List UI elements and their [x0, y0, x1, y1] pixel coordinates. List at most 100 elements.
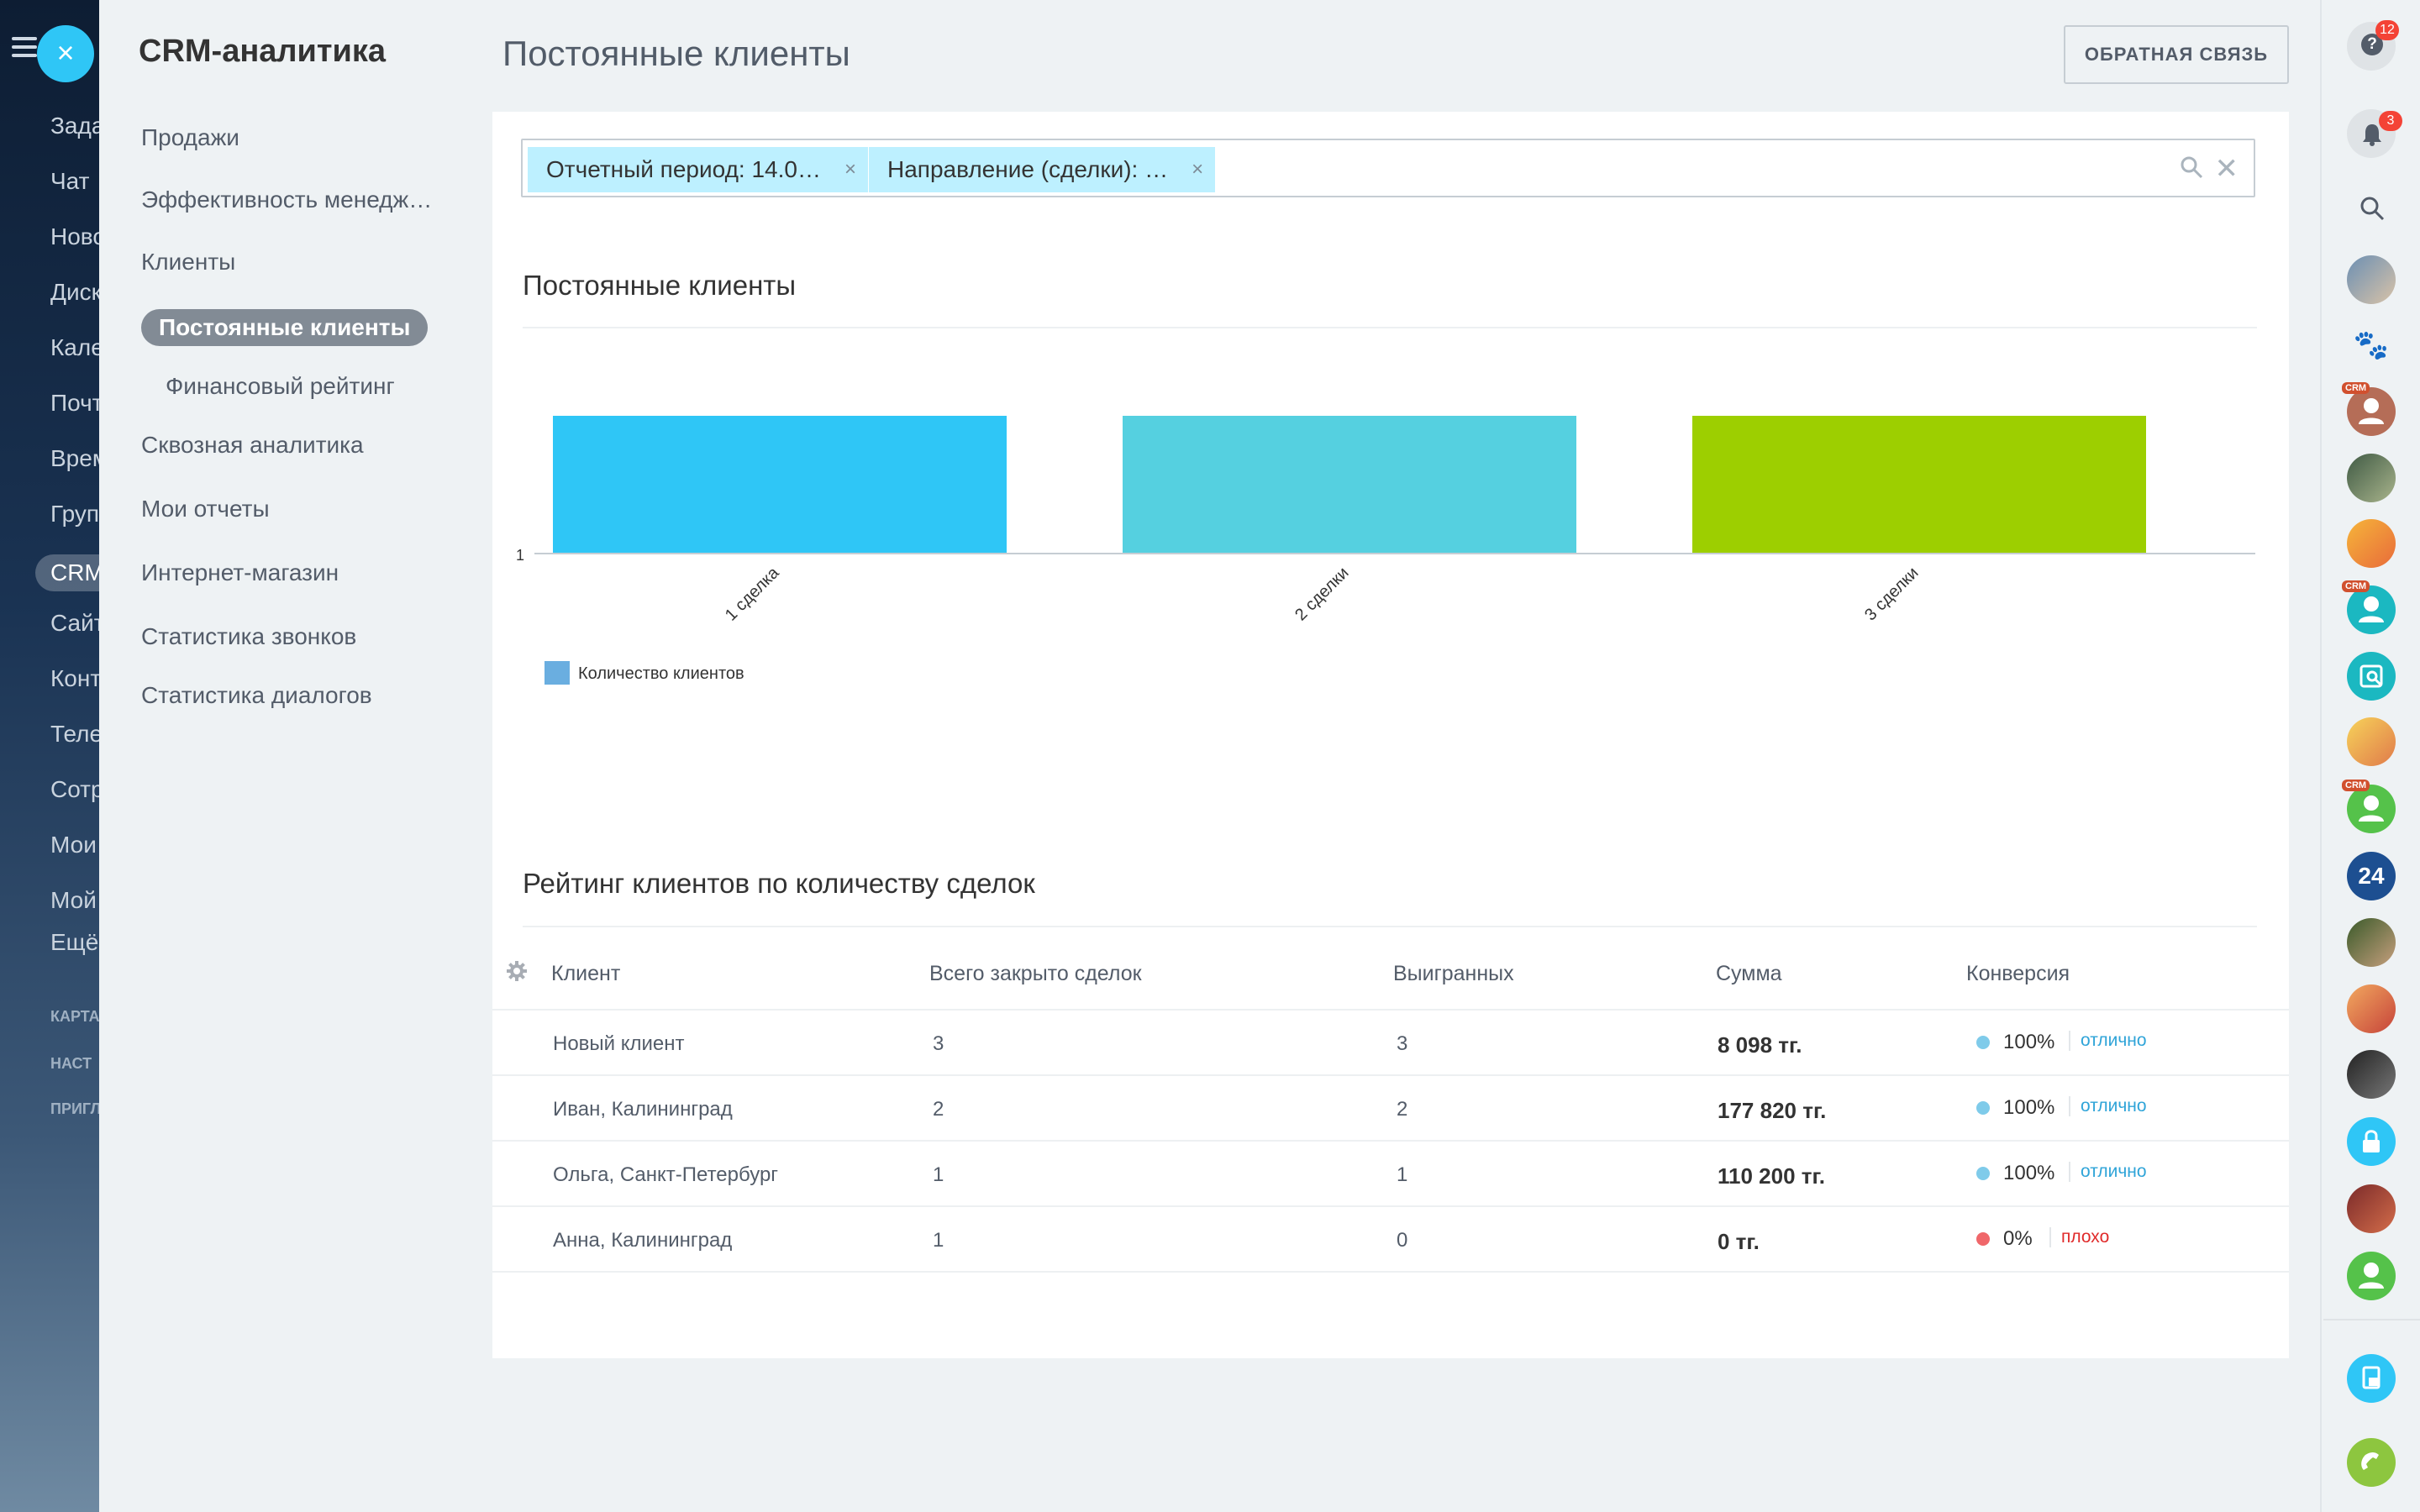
crm-contact-avatar[interactable]: CRM	[2342, 780, 2396, 833]
side-nav-item[interactable]: Финансовый рейтинг	[166, 373, 395, 399]
chart-bar[interactable]	[1123, 416, 1576, 554]
crm-tag: CRM	[2342, 580, 2370, 592]
right-sidebar: ? 12 3 🐾 CRM CRM CRM 24	[2320, 0, 2420, 1512]
gear-icon[interactable]	[506, 960, 528, 982]
paw-icon[interactable]: 🐾	[2347, 321, 2396, 370]
background-menu-small-item[interactable]: НАСТ	[50, 1055, 92, 1072]
avatar[interactable]	[2347, 454, 2396, 502]
background-menu-item[interactable]: Груп	[50, 501, 99, 527]
closed-deals-cell: 3	[933, 1032, 944, 1055]
side-nav-item[interactable]: Сквозная аналитика	[141, 432, 364, 458]
conversion-value: 100%	[2003, 1031, 2055, 1053]
search-icon[interactable]	[2180, 155, 2203, 179]
won-deals-cell: 0	[1397, 1229, 1408, 1252]
side-nav-item[interactable]: Мои отчеты	[141, 496, 270, 522]
chart-section-title: Постоянные клиенты	[523, 270, 797, 301]
side-nav-item[interactable]: Постоянные клиенты	[141, 309, 429, 346]
background-menu-item[interactable]: Зада	[50, 113, 99, 139]
sum-cell: 0 тг.	[1718, 1229, 1760, 1254]
background-menu-small-item[interactable]: КАРТА	[50, 1008, 99, 1025]
clear-filter-icon[interactable]: ✕	[2214, 153, 2239, 185]
status-dot	[1976, 1167, 1990, 1180]
filter-chip-direction[interactable]: Направление (сделки): … ×	[869, 147, 1216, 192]
hamburger-icon[interactable]	[12, 37, 37, 60]
background-menu-item[interactable]: Сайт	[50, 610, 99, 636]
avatar[interactable]	[2347, 1050, 2396, 1099]
search-icon[interactable]	[2359, 195, 2386, 222]
avatar[interactable]	[2347, 918, 2396, 967]
conversion-value: 100%	[2003, 1162, 2055, 1184]
column-header[interactable]: Выигранных	[1393, 962, 1514, 985]
chip-remove-icon[interactable]: ×	[844, 158, 856, 181]
side-nav-item[interactable]: Статистика звонков	[141, 623, 357, 649]
chart-bar[interactable]	[1692, 416, 2146, 554]
chart-bar[interactable]	[553, 416, 1007, 554]
column-header[interactable]: Сумма	[1716, 962, 1782, 985]
closed-deals-cell: 2	[933, 1098, 944, 1121]
background-menu-item[interactable]: Кале	[50, 334, 99, 360]
filter-chip-period[interactable]: Отчетный период: 14.0… ×	[528, 147, 868, 192]
background-menu-item[interactable]: Ещё	[50, 929, 99, 955]
bell-icon	[2363, 124, 2381, 146]
table-row[interactable]: Новый клиент 3 3 8 098 тг. 100% отлично	[492, 1011, 2289, 1076]
client-cell[interactable]: Новый клиент	[553, 1032, 685, 1055]
client-cell[interactable]: Анна, Калининград	[553, 1229, 733, 1252]
feedback-button[interactable]: ОБРАТНАЯ СВЯЗЬ	[2064, 25, 2289, 84]
phone-icon[interactable]	[2347, 1438, 2396, 1487]
won-deals-cell: 3	[1397, 1032, 1408, 1055]
table-row[interactable]: Иван, Калининград 2 2 177 820 тг. 100% отличн…	[492, 1076, 2289, 1142]
open-lines-icon[interactable]	[2347, 652, 2396, 701]
user-avatar[interactable]	[2347, 1252, 2396, 1300]
side-nav-item[interactable]: Клиенты	[141, 249, 236, 275]
client-cell[interactable]: Иван, Калининград	[553, 1098, 733, 1121]
side-nav-item[interactable]: Статистика диалогов	[141, 682, 372, 708]
background-menu-item[interactable]: Теле	[50, 721, 99, 747]
table-row[interactable]: Ольга, Санкт-Петербург 1 1 110 200 тг. 100% о…	[492, 1142, 2289, 1207]
avatar[interactable]	[2347, 1184, 2396, 1233]
column-header[interactable]: Конверсия	[1966, 962, 2070, 985]
bitrix24-icon[interactable]: 24	[2347, 852, 2396, 900]
help-button[interactable]: ? 12	[2347, 20, 2399, 71]
background-menu-item[interactable]: Почт	[50, 390, 99, 416]
chip-remove-icon[interactable]: ×	[1192, 158, 1204, 181]
notifications-button[interactable]: 3	[2347, 109, 2402, 158]
side-nav-title: CRM-аналитика	[139, 34, 387, 69]
side-nav-item[interactable]: Интернет-магазин	[141, 559, 339, 585]
background-menu-item[interactable]: Ново	[50, 223, 99, 249]
background-menu-item[interactable]: Сотр	[50, 776, 99, 802]
background-menu-item[interactable]: CRM	[35, 554, 99, 591]
divider	[2323, 1319, 2420, 1320]
background-menu-item[interactable]: Врем	[50, 445, 99, 471]
page-title: Постоянные клиенты	[502, 34, 850, 73]
filter-bar[interactable]: Отчетный период: 14.0… × Направление (сд…	[521, 139, 2255, 197]
crm-contact-avatar[interactable]: CRM	[2342, 580, 2396, 634]
background-menu-item[interactable]: Мои	[50, 832, 97, 858]
avatar[interactable]	[2347, 519, 2396, 568]
conversion-grade: отлично	[2069, 1031, 2147, 1051]
background-menu-item[interactable]: Конт	[50, 665, 99, 691]
legend-swatch	[544, 661, 570, 685]
background-menu-item[interactable]: Диск	[50, 279, 99, 305]
background-menu-small-item[interactable]: ПРИГЛ	[50, 1100, 99, 1117]
close-slider-button[interactable]: ×	[37, 25, 94, 82]
background-menu-item[interactable]: Чат	[50, 168, 90, 194]
x-tick-label: 2 сделки	[1292, 564, 1352, 624]
crm-tag: CRM	[2342, 382, 2370, 394]
crm-contact-avatar[interactable]: CRM	[2342, 382, 2396, 436]
client-cell[interactable]: Ольга, Санкт-Петербург	[553, 1163, 779, 1186]
avatar[interactable]	[2347, 255, 2396, 304]
avatar[interactable]	[2347, 984, 2396, 1033]
documents-icon[interactable]	[2347, 1354, 2396, 1403]
rating-title: Рейтинг клиентов по количеству сделок	[523, 868, 1035, 899]
avatar[interactable]	[2347, 717, 2396, 766]
y-tick-label: 1	[516, 547, 524, 564]
background-menu-item[interactable]: Мой	[50, 887, 97, 913]
column-header[interactable]: Клиент	[551, 962, 621, 985]
lock-icon[interactable]	[2347, 1117, 2396, 1166]
table-row[interactable]: Анна, Калининград 1 0 0 тг. 0% плохо	[492, 1207, 2289, 1273]
side-nav-item[interactable]: Продажи	[141, 124, 239, 150]
side-nav-item[interactable]: Эффективность менедж…	[141, 186, 433, 213]
analytics-side-nav: CRM-аналитика Продажи Эффективность менед…	[99, 0, 460, 1512]
notifications-badge: 3	[2379, 111, 2402, 131]
column-header[interactable]: Всего закрыто сделок	[929, 962, 1142, 985]
